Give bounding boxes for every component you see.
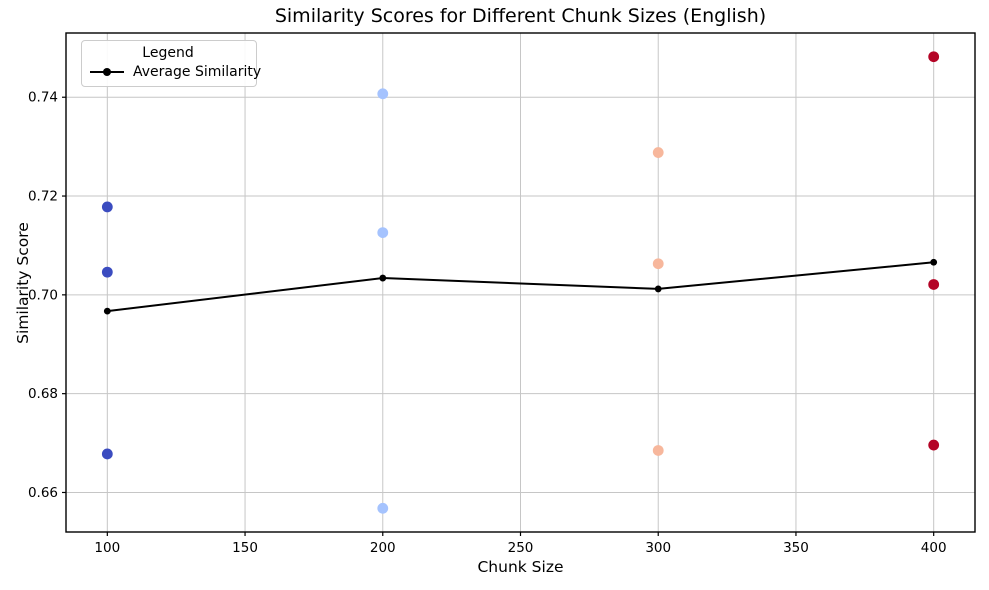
average-point <box>103 307 111 315</box>
x-tick-label: 300 <box>645 540 671 556</box>
x-tick-label: 150 <box>232 540 258 556</box>
legend-label: Average Similarity <box>133 64 262 80</box>
x-tick-label: 200 <box>370 540 396 556</box>
legend-title: Legend <box>142 45 194 61</box>
legend-entry-average-similarity: Average Similarity <box>90 64 261 80</box>
y-tick-label: 0.66 <box>28 485 58 501</box>
scatter-point <box>377 227 389 239</box>
chart-title: Similarity Scores for Different Chunk Si… <box>274 5 767 27</box>
scatter-point <box>652 147 664 158</box>
y-tick-label: 0.74 <box>28 90 58 106</box>
average-line <box>107 261 934 313</box>
scatter-point <box>101 448 113 460</box>
y-axis-label: Similarity Score <box>14 222 32 344</box>
legend: Legend Average Similarity <box>81 40 261 87</box>
scatter-point <box>928 51 940 63</box>
scatter-point <box>377 88 389 100</box>
scatter-point <box>101 266 113 278</box>
plot-border <box>65 32 976 533</box>
scatter-point <box>377 502 389 514</box>
x-axis-label: Chunk Size <box>477 558 564 576</box>
scatter-point <box>652 445 664 456</box>
x-tick-label: 100 <box>94 540 120 556</box>
y-tick-label: 0.72 <box>28 189 58 205</box>
x-tick-label: 400 <box>921 540 947 556</box>
scatter-point <box>928 279 940 290</box>
line-dot-icon <box>90 67 124 77</box>
average-point <box>930 258 938 266</box>
scatter-point <box>101 201 113 213</box>
scatter-point <box>928 439 940 451</box>
average-point <box>654 285 662 293</box>
y-tick-label: 0.68 <box>28 386 58 402</box>
x-tick-label: 350 <box>783 540 809 556</box>
average-point <box>379 274 387 282</box>
y-tick-label: 0.70 <box>28 287 58 303</box>
x-tick-label: 250 <box>508 540 534 556</box>
scatter-point <box>652 258 664 270</box>
